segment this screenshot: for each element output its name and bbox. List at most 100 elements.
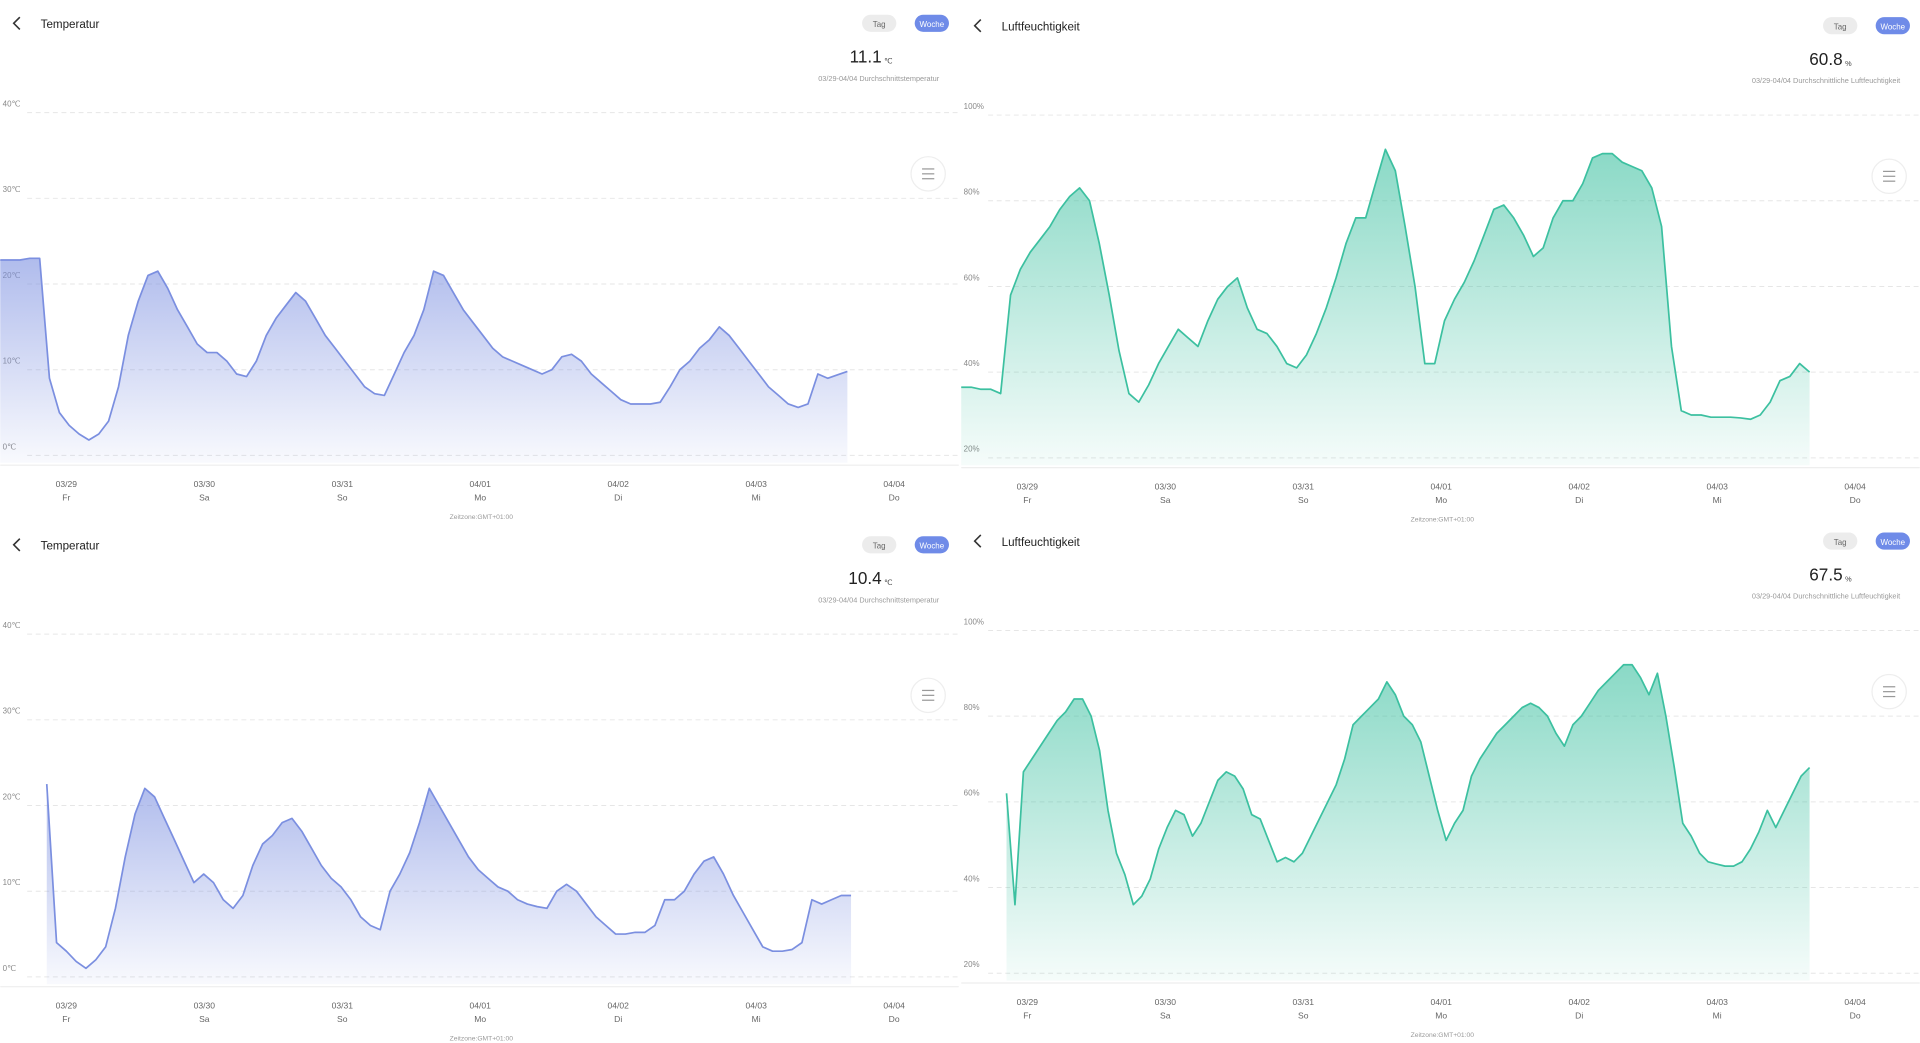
x-tick-sublabel: Di	[1575, 495, 1583, 505]
back-button[interactable]	[12, 16, 21, 30]
area-fill	[0, 258, 848, 463]
toggle-button[interactable]	[862, 14, 897, 32]
x-tick-label: 03/31	[1293, 997, 1315, 1007]
x-tick-label: 04/01	[1431, 482, 1453, 492]
x-tick-label: 04/02	[1568, 482, 1590, 492]
x-tick-sublabel: Mi	[752, 493, 761, 503]
toggle-button[interactable]	[1875, 532, 1910, 550]
toggle-button[interactable]	[862, 536, 897, 554]
x-tick-sublabel: Di	[1575, 1011, 1583, 1021]
toggle-label[interactable]: Woche	[1881, 22, 1906, 31]
y-tick-label: 20%	[964, 960, 980, 969]
toggle-label[interactable]: Tag	[873, 541, 886, 550]
x-tick-label: 03/30	[1155, 482, 1177, 492]
toggle-label[interactable]: Woche	[920, 20, 945, 29]
area-fill	[46, 784, 852, 985]
timezone-label: Zeitzone:GMT+01:00	[1411, 517, 1475, 524]
x-tick-label: 04/02	[608, 479, 630, 489]
x-tick-sublabel: Mo	[1435, 495, 1447, 505]
summary-unit: %	[1845, 574, 1852, 583]
x-tick-label: 04/03	[1706, 482, 1728, 492]
back-button[interactable]	[12, 538, 21, 552]
x-tick-sublabel: Do	[1850, 495, 1861, 505]
x-tick-sublabel: Sa	[1160, 1011, 1171, 1021]
data-line	[1005, 663, 1811, 906]
x-tick-sublabel: Sa	[1160, 495, 1171, 505]
x-tick-label: 04/04	[1844, 482, 1866, 492]
area-fill	[961, 149, 1810, 466]
toggle-label[interactable]: Tag	[873, 20, 886, 29]
x-tick-label: 04/02	[1568, 997, 1590, 1007]
summary-subtitle: 03/29-04/04 Durchschnittstemperatur	[818, 595, 940, 604]
x-tick-label: 04/04	[883, 479, 905, 489]
chart-title: Temperatur	[41, 18, 100, 31]
x-tick-sublabel: Mi	[1713, 1011, 1722, 1021]
x-tick-sublabel: Do	[889, 493, 900, 503]
chart-panel: Temperatur Tag Woche 10.4 ℃ 03/29-04/04 Durch…	[0, 536, 959, 1043]
toggle-button[interactable]	[914, 14, 949, 32]
x-tick-label: 03/31	[332, 479, 354, 489]
x-tick-sublabel: So	[337, 493, 348, 503]
x-tick-label: 04/02	[608, 1001, 630, 1011]
x-tick-label: 03/30	[194, 479, 216, 489]
x-tick-sublabel: Do	[889, 1014, 900, 1024]
toggle-label[interactable]: Tag	[1834, 538, 1847, 547]
x-tick-label: 03/29	[56, 1001, 78, 1011]
back-button[interactable]	[973, 19, 982, 33]
x-tick-label: 04/03	[1706, 997, 1728, 1007]
chart-title: Temperatur	[41, 540, 100, 553]
toggle-button[interactable]	[1823, 532, 1858, 550]
toggle-label[interactable]: Woche	[1881, 538, 1906, 547]
y-tick-label: 60%	[964, 789, 980, 798]
x-tick-label: 04/01	[1431, 997, 1453, 1007]
x-tick-sublabel: Di	[614, 493, 622, 503]
summary-value: 60.8	[1809, 49, 1842, 69]
x-tick-label: 03/29	[1017, 997, 1039, 1007]
summary-value: 10.4	[848, 568, 882, 588]
y-tick-label: 40℃	[3, 100, 21, 109]
data-line	[0, 257, 848, 441]
x-tick-sublabel: Fr	[62, 493, 70, 503]
y-tick-label: 40%	[964, 874, 980, 883]
x-tick-sublabel: Mi	[752, 1014, 761, 1024]
y-tick-label: 30℃	[3, 185, 21, 194]
area-fill	[1006, 664, 1810, 981]
back-button[interactable]	[973, 534, 982, 548]
x-tick-sublabel: So	[1298, 495, 1309, 505]
x-tick-label: 04/03	[745, 479, 767, 489]
toggle-button[interactable]	[1875, 17, 1910, 35]
y-tick-label: 40%	[964, 359, 980, 368]
toggle-label[interactable]: Tag	[1834, 22, 1847, 31]
summary-unit: ℃	[884, 578, 892, 587]
x-tick-label: 04/03	[745, 1001, 767, 1011]
data-line	[45, 784, 852, 970]
x-tick-sublabel: Fr	[1023, 495, 1031, 505]
x-tick-sublabel: Mo	[474, 493, 486, 503]
x-tick-label: 03/30	[1155, 997, 1177, 1007]
y-tick-label: 20℃	[3, 792, 21, 801]
x-tick-label: 03/29	[1017, 482, 1039, 492]
chart-panel: Temperatur Tag Woche 11.1 ℃ 03/29-04/04 Durch…	[0, 14, 959, 521]
x-tick-label: 03/31	[332, 1001, 354, 1011]
summary-subtitle: 03/29-04/04 Durchschnittstemperatur	[818, 74, 940, 83]
y-tick-label: 0℃	[3, 964, 16, 973]
x-tick-label: 04/04	[883, 1001, 905, 1011]
x-tick-sublabel: Sa	[199, 493, 210, 503]
timezone-label: Zeitzone:GMT+01:00	[1411, 1032, 1475, 1039]
y-tick-label: 80%	[964, 188, 980, 197]
x-tick-label: 03/31	[1293, 482, 1315, 492]
x-tick-sublabel: Do	[1850, 1011, 1861, 1021]
y-tick-label: 80%	[964, 703, 980, 712]
toggle-label[interactable]: Woche	[920, 541, 945, 550]
timezone-label: Zeitzone:GMT+01:00	[450, 514, 514, 521]
x-tick-sublabel: Di	[614, 1014, 622, 1024]
chart-panel: Luftfeuchtigkeit Tag Woche 60.8 % 03/29-04/04…	[961, 17, 1920, 524]
x-tick-sublabel: Fr	[1023, 1011, 1031, 1021]
toggle-button[interactable]	[914, 536, 949, 554]
toggle-button[interactable]	[1823, 17, 1858, 35]
x-tick-sublabel: Sa	[199, 1014, 210, 1024]
data-line	[961, 148, 1811, 421]
summary-unit: %	[1845, 59, 1852, 68]
